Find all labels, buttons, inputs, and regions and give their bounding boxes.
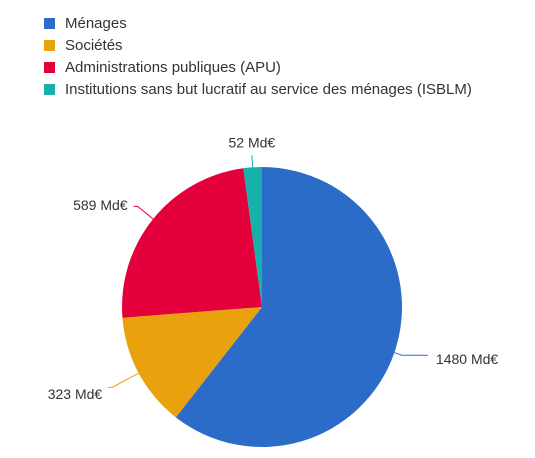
pie-slice-menages [175,167,402,447]
legend-swatch [44,83,55,95]
legend-label: Institutions sans but lucratif au servic… [65,80,472,98]
data-label-menages: 1480 Md€ [436,351,498,367]
data-label-apu: 589 Md€ [73,197,128,213]
data-label-isblm: 52 Md€ [228,134,275,150]
data-label-societes: 323 Md€ [48,386,103,402]
leader-line-apu [133,205,154,220]
legend-swatch [44,39,55,51]
legend-item-menages: Ménages [44,12,472,34]
legend-swatch [44,61,55,73]
legend-label: Ménages [65,14,127,32]
legend-label: Sociétés [65,36,123,54]
legend-item-isblm: Institutions sans but lucratif au servic… [44,78,472,100]
legend-item-societes: Sociétés [44,34,472,56]
leader-line-menages [394,352,428,356]
legend-item-apu: Administrations publiques (APU) [44,56,472,78]
leader-line-isblm [251,155,254,168]
pie-slice-societes [122,307,262,418]
legend-swatch [44,17,55,29]
leader-line-societes [108,372,139,388]
legend-label: Administrations publiques (APU) [65,58,281,76]
legend: Ménages Sociétés Administrations publiqu… [44,12,472,100]
pie-slice-isblm [243,167,262,307]
pie-slice-apu [122,168,262,318]
